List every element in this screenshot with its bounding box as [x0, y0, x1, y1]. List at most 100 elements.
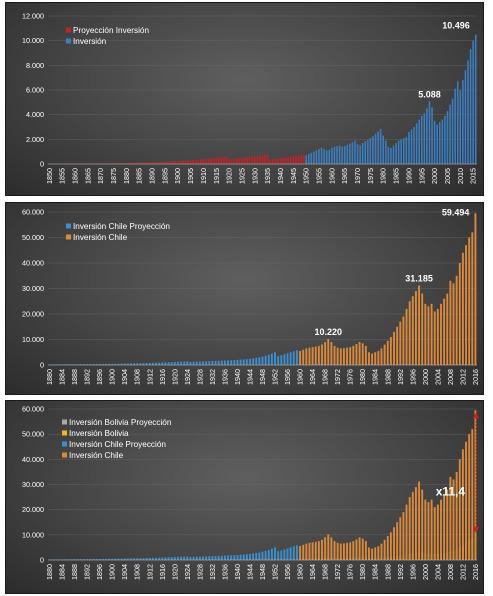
bar	[358, 537, 361, 560]
y-tick-label: 6.000	[26, 86, 44, 95]
x-tick-label: 1896	[95, 564, 104, 580]
bar	[465, 441, 467, 560]
y-tick-label: 2.000	[26, 135, 44, 144]
bar	[148, 557, 151, 560]
bar	[339, 543, 342, 560]
bar	[208, 361, 211, 365]
bar	[364, 141, 367, 164]
bar	[408, 497, 411, 560]
bar	[286, 548, 289, 560]
bar	[317, 541, 320, 561]
x-tick-label: 1985	[392, 168, 401, 184]
bar	[389, 532, 392, 560]
bar	[207, 158, 210, 164]
bar	[296, 545, 298, 560]
x-tick-label: 1984	[371, 369, 380, 385]
bar	[331, 147, 333, 164]
x-tick-label: 1944	[245, 564, 254, 580]
bar	[415, 123, 418, 164]
bar	[164, 362, 167, 365]
bar	[205, 556, 208, 560]
bar	[277, 356, 280, 365]
bar	[148, 362, 151, 365]
bar	[133, 162, 135, 164]
bar	[374, 133, 377, 164]
legend-label: Proyección Inversión	[73, 26, 149, 35]
bar	[205, 361, 208, 365]
bar	[123, 363, 126, 365]
x-tick-label: 1895	[160, 168, 169, 184]
bar	[452, 479, 455, 560]
bar	[252, 553, 255, 560]
bar	[156, 161, 158, 164]
bar	[67, 364, 70, 365]
x-tick-label: 1960	[296, 369, 305, 385]
bar	[180, 361, 183, 365]
bar	[455, 275, 458, 365]
bar	[183, 361, 186, 365]
x-tick-label: 1880	[45, 564, 54, 580]
bar	[254, 156, 256, 164]
bar	[305, 155, 307, 164]
bar	[399, 517, 402, 560]
bar	[272, 159, 274, 164]
bar	[282, 157, 284, 164]
bar	[261, 155, 264, 164]
bar	[223, 555, 226, 560]
bar	[327, 338, 330, 365]
x-tick-label: 1948	[258, 564, 267, 580]
bar	[202, 159, 205, 164]
bar	[454, 88, 456, 164]
bar	[184, 160, 187, 164]
bar	[446, 110, 449, 164]
x-tick-label: 1948	[258, 369, 267, 385]
bar	[405, 504, 408, 560]
y-tick-label: 20.000	[22, 310, 44, 319]
bar	[289, 352, 292, 365]
bar	[133, 363, 136, 365]
bar	[94, 163, 97, 164]
bar	[70, 559, 73, 560]
y-tick-label: 60.000	[22, 208, 44, 217]
bar	[338, 145, 341, 164]
bar	[330, 537, 333, 560]
x-tick-label: 1984	[371, 564, 380, 580]
x-tick-label: 1996	[408, 369, 417, 385]
bar	[86, 364, 89, 365]
y-tick-label: 40.000	[22, 455, 44, 464]
bar	[264, 154, 266, 164]
y-tick-label: 10.000	[22, 335, 44, 344]
bar	[117, 558, 120, 560]
bar	[177, 556, 179, 560]
bar	[230, 360, 233, 365]
bar	[339, 348, 342, 365]
bar	[161, 161, 164, 164]
bar	[377, 546, 380, 560]
x-tick-label: 1965	[340, 168, 349, 184]
growth-arrow-head-up	[473, 412, 479, 419]
bar	[449, 280, 452, 365]
x-tick-label: 2000	[421, 564, 430, 580]
x-tick-label: 1915	[212, 168, 221, 184]
bar	[202, 556, 204, 560]
bar	[246, 157, 248, 164]
bar	[139, 558, 142, 560]
bolivia-chile-investment-chart-panel: 0 10.000 20.000 30.000 40.000 50.000 60.000 188…	[5, 400, 484, 594]
bar	[164, 557, 167, 560]
x-tick-label: 1945	[289, 168, 298, 184]
bar	[111, 558, 114, 560]
bar	[64, 559, 67, 560]
bar	[189, 361, 192, 365]
x-tick-label: 1880	[45, 369, 54, 385]
bar	[264, 550, 267, 560]
x-tick-label: 1910	[199, 168, 208, 184]
bar	[264, 355, 267, 365]
x-tick-label: 2008	[446, 369, 455, 385]
bar	[374, 547, 377, 560]
bar	[230, 158, 233, 164]
bar	[133, 558, 136, 560]
bar	[431, 107, 433, 164]
bar	[458, 459, 461, 560]
bar	[223, 360, 226, 365]
bar	[346, 542, 348, 560]
